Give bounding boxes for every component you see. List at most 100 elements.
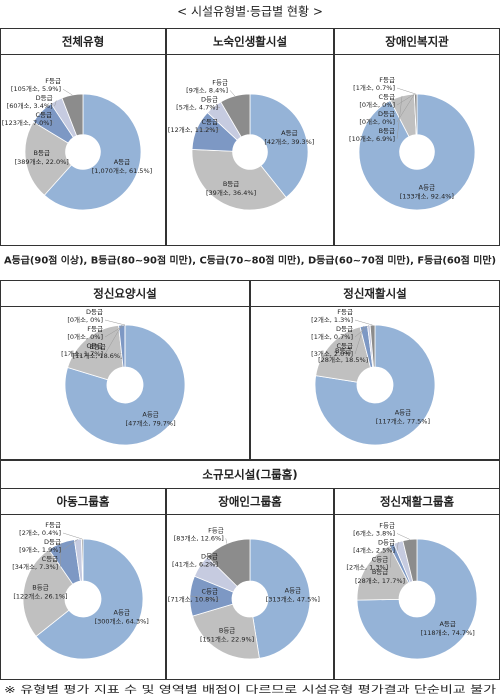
slice-label: [83개소, 12.6%] bbox=[174, 533, 224, 542]
slice-label: [3개소, 2.0%] bbox=[311, 349, 353, 358]
donut-slice bbox=[356, 545, 410, 601]
donut-slice bbox=[220, 93, 251, 138]
donut-slice bbox=[249, 93, 309, 198]
panel-frame bbox=[0, 488, 166, 680]
leader-line bbox=[199, 564, 221, 567]
donut-slice bbox=[24, 121, 72, 196]
slice-label: [9개소, 8.4%] bbox=[186, 85, 228, 94]
leader-line bbox=[62, 532, 83, 540]
slice-category: D등급 bbox=[336, 325, 353, 333]
slice-category: B등급 bbox=[379, 127, 395, 135]
leader-line bbox=[396, 93, 415, 106]
slice-label: [5개소, 4.7%] bbox=[176, 102, 218, 111]
slice-category: A등급 bbox=[419, 184, 435, 192]
slice-label: [39개소, 36.4%] bbox=[206, 188, 256, 197]
panel-title: 전체유형 bbox=[62, 35, 104, 49]
panel-title: 장애인그룹홈 bbox=[218, 495, 282, 509]
donut-slice bbox=[314, 324, 436, 446]
donut-slice bbox=[315, 326, 372, 383]
slice-label: [151개소, 22.9%] bbox=[200, 634, 254, 643]
donut-slice bbox=[64, 324, 186, 446]
slice-category: B등급 bbox=[335, 347, 351, 355]
slice-label: [34개소, 7.3%] bbox=[12, 562, 58, 571]
grade-legend: A등급(90점 이상), B등급(80~90점 미만), C등급(70~80점 … bbox=[4, 255, 496, 267]
leader-line bbox=[62, 539, 79, 551]
donut-slice bbox=[358, 93, 476, 211]
donut-slice bbox=[402, 538, 418, 582]
slice-label: [2개소, 1.3%] bbox=[346, 562, 388, 571]
donut-slice bbox=[369, 324, 376, 368]
panel-title: 정신요양시설 bbox=[93, 287, 156, 301]
leader-line bbox=[396, 95, 403, 140]
slice-label: [117개소, 77.5%] bbox=[376, 417, 430, 426]
slice-category: D등급 bbox=[36, 94, 53, 102]
panel-frame bbox=[0, 280, 250, 460]
slice-label: [47개소, 79.7%] bbox=[126, 419, 176, 428]
slice-category: F등급 bbox=[212, 78, 228, 86]
slice-category: B등급 bbox=[34, 149, 50, 157]
leader-line bbox=[104, 324, 126, 338]
slice-label: [1개소, 0.7%] bbox=[353, 83, 395, 92]
leader-line bbox=[396, 541, 399, 551]
slice-category: F등급 bbox=[208, 526, 224, 534]
slice-category: B등급 bbox=[89, 343, 105, 351]
slice-label: [313개소, 47.5%] bbox=[266, 595, 320, 604]
slice-label: [60개소, 3.4%] bbox=[7, 101, 53, 110]
slice-category: C등급 bbox=[337, 342, 354, 350]
slice-category: F등급 bbox=[379, 521, 395, 529]
slice-label: [71개소, 10.8%] bbox=[168, 594, 218, 603]
slice-label: [0개소, 0%] bbox=[67, 315, 103, 324]
slice-label: [42개소, 39.3%] bbox=[264, 137, 314, 146]
slice-label: [133개소, 92.4%] bbox=[400, 192, 454, 201]
slice-category: A등급 bbox=[114, 158, 130, 166]
slice-category: C등급 bbox=[42, 555, 59, 563]
panel-title: 정신재활시설 bbox=[343, 287, 406, 301]
slice-category: A등급 bbox=[395, 409, 411, 417]
slice-category: F등급 bbox=[379, 76, 395, 84]
slice-label: [118개소, 74.7%] bbox=[421, 628, 475, 637]
slice-category: F등급 bbox=[87, 325, 103, 333]
slice-label: [389개소, 22.0%] bbox=[15, 157, 69, 166]
slice-category: F등급 bbox=[45, 77, 61, 85]
slice-category: A등급 bbox=[114, 609, 130, 617]
slice-category: D등급 bbox=[86, 308, 103, 316]
slice-label: [41개소, 6.2%] bbox=[172, 559, 218, 568]
leader-line bbox=[396, 93, 415, 123]
slice-category: A등급 bbox=[281, 129, 297, 137]
slice-category: B등급 bbox=[32, 584, 48, 592]
slice-label: [1,070개소, 61.5%] bbox=[92, 166, 152, 175]
donut-slice bbox=[43, 93, 142, 211]
donut-slice bbox=[191, 149, 287, 211]
leader-line bbox=[354, 319, 373, 326]
slice-category: C등급 bbox=[87, 342, 104, 350]
panel-title: 장애인복지관 bbox=[385, 35, 449, 49]
slice-label: [1개소, 0.7%] bbox=[311, 332, 353, 341]
leader-line bbox=[229, 90, 236, 97]
panel-title: 아동그룹홈 bbox=[57, 495, 110, 509]
slice-category: F등급 bbox=[337, 308, 353, 316]
panel-title: 노숙인생활시설 bbox=[213, 35, 287, 49]
slice-label: [122개소, 26.1%] bbox=[13, 592, 67, 601]
leader-line bbox=[104, 319, 126, 326]
slice-category: B등급 bbox=[372, 568, 388, 576]
leader-line bbox=[396, 533, 410, 540]
slice-category: D등급 bbox=[378, 538, 395, 546]
slice-label: [11개소, 18.6%] bbox=[73, 351, 123, 360]
leader-line bbox=[389, 544, 392, 568]
slice-label: [0개소, 0%] bbox=[359, 117, 395, 126]
slice-category: D등급 bbox=[44, 538, 61, 546]
slice-category: D등급 bbox=[201, 552, 218, 560]
slice-category: C등급 bbox=[36, 111, 53, 119]
slice-label: [10개소, 6.9%] bbox=[349, 134, 395, 143]
slice-category: C등급 bbox=[372, 555, 389, 563]
slice-category: C등급 bbox=[379, 93, 396, 101]
slice-label: [123개소, 7.0%] bbox=[2, 118, 52, 127]
donut-slice bbox=[249, 538, 311, 659]
slice-label: [0개소, 0%] bbox=[67, 332, 103, 341]
slice-label: [4개소, 2.5%] bbox=[353, 545, 395, 554]
slice-label: [2개소, 1.3%] bbox=[311, 315, 353, 324]
leader-line bbox=[40, 111, 55, 124]
donut-slice bbox=[356, 538, 478, 660]
slice-category: D등급 bbox=[378, 110, 395, 118]
slice-category: C등급 bbox=[202, 118, 219, 126]
